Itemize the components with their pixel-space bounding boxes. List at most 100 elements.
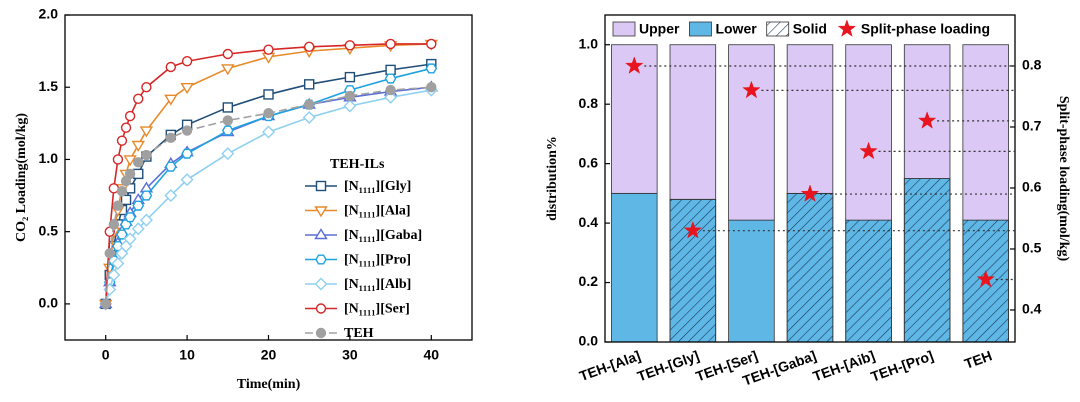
- marker: [222, 48, 234, 60]
- solid-hatch: [903, 178, 951, 343]
- marker: [222, 102, 234, 113]
- marker: [221, 64, 235, 76]
- y-tick-label: 2.0: [39, 6, 59, 22]
- marker: [221, 125, 234, 136]
- legend-marker: [314, 277, 328, 291]
- x-tick-label: TEH-[Gly]: [635, 347, 701, 384]
- marker: [180, 83, 194, 95]
- marker: [107, 268, 121, 282]
- y-tick-label: 0.7: [1022, 118, 1042, 134]
- marker: [344, 90, 356, 102]
- y-tick-label: 1.0: [39, 150, 59, 166]
- x-tick-label: TEH: [962, 347, 994, 372]
- y-tick-label: 0.5: [1022, 240, 1042, 256]
- legend-label: Lower: [715, 21, 757, 37]
- bar-segment: [728, 44, 775, 221]
- marker: [141, 149, 152, 161]
- marker: [304, 41, 315, 52]
- marker: [133, 93, 144, 104]
- marker: [116, 135, 128, 146]
- y-tick-label: 0.2: [579, 273, 599, 289]
- marker: [104, 248, 115, 259]
- marker: [120, 122, 132, 133]
- x-tick-label: 10: [179, 347, 195, 363]
- marker: [108, 219, 120, 230]
- marker: [302, 111, 316, 125]
- marker: [343, 99, 357, 113]
- star-marker: [683, 220, 703, 239]
- legend-label: [N₁₁₁₁][Gly]: [344, 179, 411, 194]
- marker: [262, 125, 275, 139]
- marker: [385, 84, 396, 96]
- marker: [181, 148, 193, 159]
- legend-marker: [314, 228, 328, 240]
- marker: [165, 161, 177, 172]
- marker: [164, 94, 178, 106]
- plot-frame: [604, 14, 1016, 343]
- y-axis-label: CO₂ Loading(mol/kg): [14, 113, 29, 242]
- marker: [181, 56, 193, 67]
- marker: [123, 155, 137, 167]
- legend-label: [N₁₁₁₁][Gaba]: [344, 228, 422, 243]
- series-line: [104, 89, 432, 305]
- y-tick-label: 0.0: [579, 333, 599, 349]
- legend-label: Solid: [793, 21, 827, 37]
- x-tick-label: TEH-[Ala]: [577, 347, 642, 384]
- legend-marker: [315, 180, 327, 192]
- y-tick-label: 0.8: [579, 95, 599, 111]
- bar-segment: [962, 44, 1009, 221]
- bar-segment: [786, 44, 834, 194]
- marker: [344, 71, 356, 83]
- x-axis-label: Time(min): [237, 377, 301, 392]
- marker: [133, 157, 144, 168]
- legend-label: [N₁₁₁₁][Ala]: [344, 204, 411, 219]
- marker: [141, 82, 152, 93]
- star-marker: [800, 184, 820, 202]
- marker: [304, 79, 315, 90]
- y2-axis-label: Split-phase loading(mol/kg): [1056, 96, 1071, 262]
- x-tick-label: 0: [102, 347, 110, 363]
- marker: [165, 132, 177, 143]
- marker: [221, 147, 235, 161]
- marker: [304, 99, 315, 110]
- marker: [139, 126, 154, 138]
- marker: [112, 154, 124, 165]
- marker: [180, 173, 194, 187]
- star-marker: [976, 269, 995, 288]
- y-axis-label: distribution%: [545, 136, 560, 221]
- marker: [112, 200, 124, 211]
- y-tick-label: 0.6: [1022, 179, 1042, 195]
- marker: [124, 110, 136, 122]
- x-tick-label: TEH-[Aib]: [811, 347, 877, 384]
- x-tick-label: TEH-[Pro]: [869, 347, 936, 384]
- marker: [111, 256, 125, 270]
- marker: [385, 38, 396, 50]
- marker: [116, 186, 128, 197]
- marker: [384, 90, 398, 104]
- marker: [124, 168, 136, 180]
- marker: [140, 190, 153, 201]
- legend-swatch: [612, 21, 636, 37]
- x-tick-label: 20: [261, 347, 277, 363]
- bar-segment: [669, 44, 717, 200]
- bar-segment: [903, 44, 951, 179]
- solid-hatch: [845, 219, 892, 343]
- marker: [263, 89, 274, 100]
- y-tick-label: 0.4: [579, 214, 599, 230]
- marker: [139, 213, 153, 227]
- marker: [344, 40, 356, 51]
- solid-hatch: [669, 198, 717, 343]
- y-tick-label: 1.5: [39, 78, 59, 94]
- legend-label: [N₁₁₁₁][Alb]: [344, 277, 411, 292]
- marker: [384, 73, 397, 84]
- marker: [263, 108, 274, 119]
- marker: [426, 82, 437, 93]
- star-marker: [917, 111, 937, 129]
- marker: [222, 115, 234, 126]
- y-tick-label: 1.0: [579, 35, 599, 51]
- y-tick-label: 0.0: [39, 295, 59, 311]
- bar-segment: [845, 44, 892, 221]
- x-tick-label: 30: [342, 347, 358, 363]
- legend-title: TEH-ILs: [330, 157, 385, 172]
